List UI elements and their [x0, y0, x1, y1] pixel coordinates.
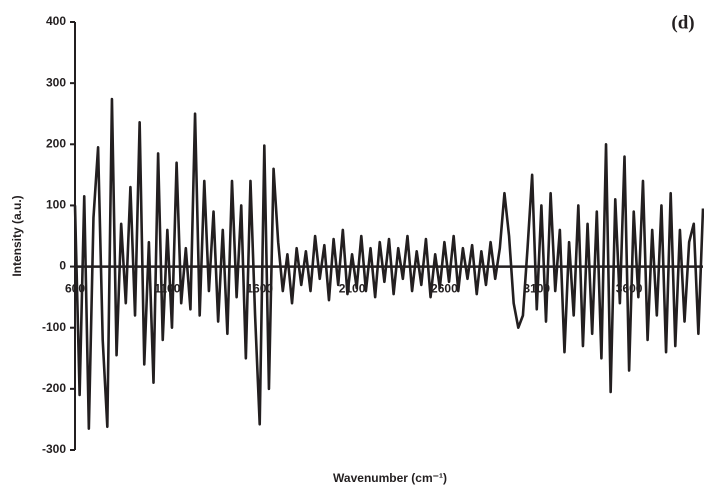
- y-tick-label: 300: [46, 75, 66, 89]
- x-tick-label: 1100: [154, 282, 180, 296]
- y-tick-label: 0: [59, 259, 66, 273]
- y-tick-label: -100: [42, 320, 66, 334]
- y-tick-label: -300: [42, 442, 66, 456]
- x-tick-label: 1600: [246, 282, 273, 296]
- y-axis-label: Intensity (a.u.): [10, 195, 24, 276]
- spectrum-line: [73, 97, 704, 430]
- y-tick-label: -200: [42, 381, 66, 395]
- y-tick-label: 100: [46, 198, 66, 212]
- y-tick-label: 200: [46, 136, 66, 150]
- x-axis-label: Wavenumber (cm⁻¹): [333, 471, 447, 485]
- y-tick-label: 400: [46, 14, 66, 28]
- x-tick-label: 2100: [339, 282, 366, 296]
- panel-label: (d): [671, 12, 694, 33]
- x-tick-label: 2600: [431, 282, 458, 296]
- x-tick-label: 600: [65, 282, 85, 296]
- x-tick-label: 3600: [616, 282, 643, 296]
